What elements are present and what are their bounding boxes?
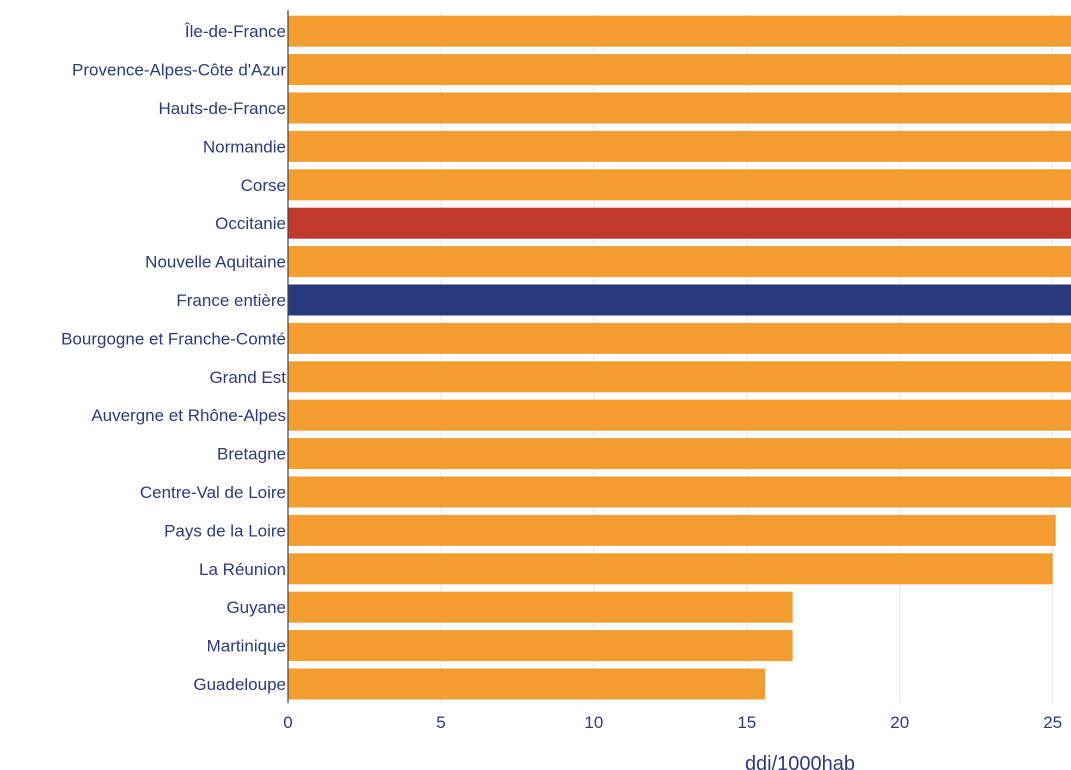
bar	[288, 630, 793, 662]
category-label: Pays de la Loire	[164, 521, 286, 540]
category-label: Bretagne	[217, 445, 286, 464]
x-tick-label: 20	[890, 713, 909, 732]
category-label: Guyane	[226, 598, 286, 617]
bar	[288, 361, 1071, 393]
bar	[288, 284, 1071, 316]
bar	[288, 399, 1071, 431]
bar	[288, 54, 1071, 86]
bar	[288, 207, 1071, 239]
x-tick-label: 5	[436, 713, 445, 732]
category-label: Martinique	[207, 637, 286, 656]
bar	[288, 591, 793, 623]
grid-lines	[440, 12, 1054, 704]
bar	[288, 92, 1071, 124]
bar	[288, 438, 1071, 470]
category-label: Centre-Val de Loire	[140, 483, 286, 502]
x-tick-labels: 0 5 10 15 20 25	[283, 713, 1062, 732]
category-label: Occitanie	[215, 214, 286, 233]
category-label: La Réunion	[199, 560, 286, 579]
bar	[288, 169, 1071, 201]
category-label: Auvergne et Rhône-Alpes	[91, 406, 286, 425]
category-labels: Île-de-France Provence-Alpes-Côte d'Azur H…	[61, 22, 286, 694]
bar	[288, 476, 1071, 508]
category-label: Provence-Alpes-Côte d'Azur	[72, 61, 286, 80]
bar	[288, 246, 1071, 278]
bar	[288, 322, 1071, 354]
bar	[288, 668, 766, 700]
x-tick-label: 15	[737, 713, 756, 732]
x-axis-title: ddj/1000hab	[745, 753, 855, 770]
category-label: Nouvelle Aquitaine	[145, 253, 286, 272]
bar	[288, 15, 1071, 47]
category-label: Grand Est	[209, 368, 286, 387]
category-label: Guadeloupe	[193, 675, 286, 694]
category-label: Normandie	[203, 137, 286, 156]
bars	[288, 15, 1071, 700]
category-label: Hauts-de-France	[158, 99, 286, 118]
bar	[288, 514, 1056, 546]
category-label: France entière	[176, 291, 286, 310]
x-tick-label: 10	[584, 713, 603, 732]
category-label: Corse	[241, 176, 286, 195]
x-tick-label: 25	[1043, 713, 1062, 732]
category-label: Bourgogne et Franche-Comté	[61, 329, 286, 348]
bar	[288, 553, 1053, 585]
x-tick-label: 0	[283, 713, 292, 732]
category-label: Île-de-France	[184, 22, 286, 41]
bar	[288, 130, 1071, 162]
